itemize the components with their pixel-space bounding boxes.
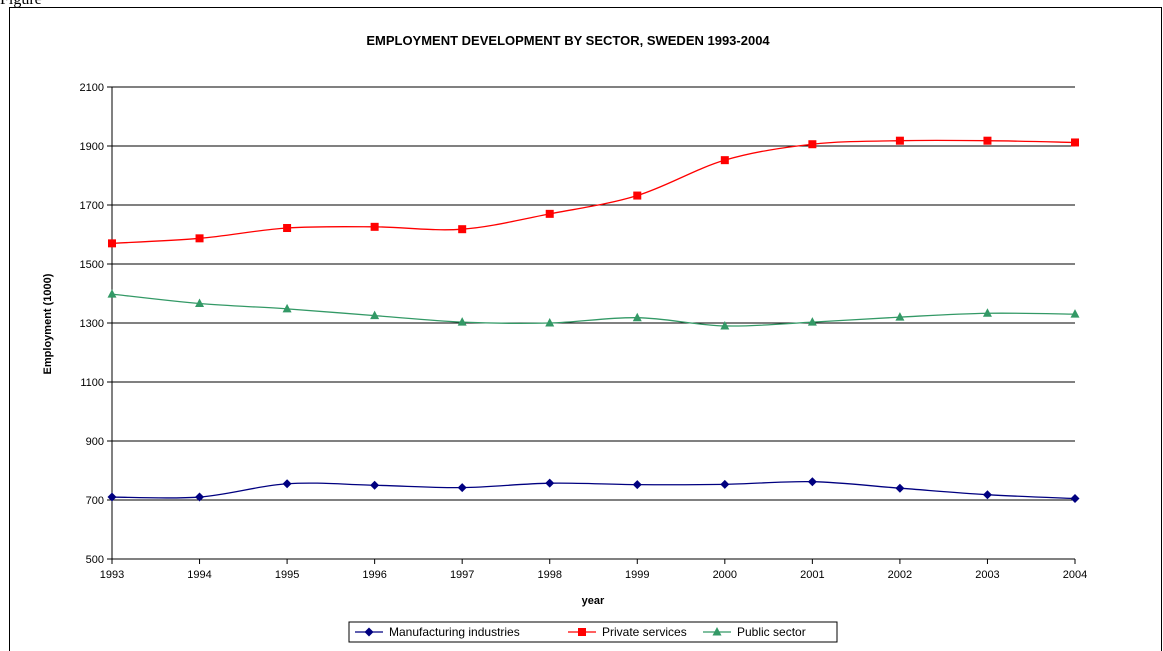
data-point: [370, 480, 380, 490]
tick-labels: 500 700 900 1100 1300 1500 1700 1900 2100 1993 199…: [80, 82, 1088, 581]
data-point: [808, 140, 817, 149]
data-point: [108, 239, 116, 248]
data-point: [983, 136, 992, 145]
x-tick-label: 2004: [1063, 569, 1087, 581]
legend-label: Public sector: [737, 625, 806, 639]
series-line: [111, 293, 1076, 327]
series-lines: [107, 136, 1080, 504]
data-point: [632, 312, 642, 322]
x-tick-label: 1993: [100, 569, 124, 581]
data-point: [195, 298, 205, 308]
data-point: [370, 310, 380, 320]
data-point: [807, 317, 817, 326]
x-tick-label: 1998: [537, 569, 561, 581]
data-point: [1070, 494, 1080, 504]
data-point: [282, 479, 292, 489]
data-point: [458, 225, 467, 234]
x-axis-label: year: [582, 595, 605, 607]
data-point: [282, 303, 292, 313]
axes: [107, 86, 1076, 564]
figure-caption: Figure: [0, 0, 42, 9]
x-tick-label: 2001: [800, 569, 824, 581]
series-manufacturing-industries: [107, 477, 1080, 504]
y-tick-label: 1700: [80, 200, 104, 212]
data-point: [720, 156, 729, 165]
legend-marker: [578, 628, 586, 636]
data-point: [1070, 309, 1080, 318]
series-public-sector: [107, 289, 1080, 330]
data-point: [895, 136, 904, 145]
data-point: [982, 308, 992, 317]
data-point: [107, 492, 117, 502]
y-axis-label: Employment (1000): [42, 273, 54, 374]
legend-label: Manufacturing industries: [389, 625, 520, 639]
x-tick-label: 1999: [625, 569, 649, 581]
data-point: [633, 191, 642, 200]
data-point: [545, 318, 555, 327]
data-point: [1071, 138, 1079, 147]
y-tick-label: 900: [86, 436, 104, 448]
data-point: [720, 479, 730, 489]
legend-entry: Manufacturing industries: [355, 625, 520, 639]
x-tick-label: 2000: [713, 569, 737, 581]
data-point: [195, 234, 204, 243]
series-private-services: [108, 136, 1079, 248]
x-tick-label: 2003: [975, 569, 999, 581]
data-point: [807, 477, 817, 487]
y-tick-label: 700: [86, 495, 104, 507]
data-point: [895, 312, 905, 321]
x-tick-label: 1994: [187, 569, 211, 581]
x-tick-label: 1995: [275, 569, 299, 581]
data-point: [632, 480, 642, 490]
data-point: [195, 492, 205, 502]
legend-marker: [712, 627, 722, 636]
data-point: [283, 224, 292, 233]
legend-entry: Public sector: [703, 625, 806, 639]
data-point: [545, 478, 555, 488]
x-tick-label: 2002: [888, 569, 912, 581]
data-point: [720, 320, 730, 330]
data-point: [107, 289, 117, 298]
x-tick-label: 1997: [450, 569, 474, 581]
y-tick-label: 2100: [80, 82, 104, 94]
y-tick-label: 1100: [80, 377, 104, 389]
data-point: [982, 490, 992, 500]
legend-label: Private services: [602, 625, 687, 639]
data-point: [457, 483, 467, 493]
y-tick-label: 500: [86, 554, 104, 566]
data-point: [457, 317, 467, 326]
y-tick-label: 1900: [80, 141, 104, 153]
data-point: [545, 209, 554, 218]
series-line: [111, 480, 1076, 500]
series-line: [111, 139, 1076, 244]
y-tick-label: 1500: [80, 259, 104, 271]
data-point: [370, 222, 379, 231]
legend: Manufacturing industries Private services…: [348, 621, 838, 643]
chart-title: EMPLOYMENT DEVELOPMENT BY SECTOR, SWEDEN…: [366, 33, 770, 48]
y-tick-label: 1300: [80, 318, 104, 330]
legend-marker: [364, 627, 374, 637]
data-point: [895, 483, 905, 493]
x-tick-label: 1996: [362, 569, 386, 581]
gridlines: [112, 86, 1075, 501]
legend-entry: Private services: [568, 625, 687, 639]
chart-frame: [9, 7, 1162, 651]
